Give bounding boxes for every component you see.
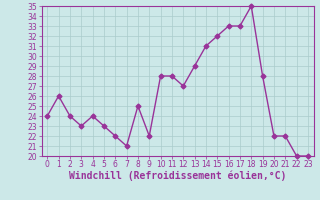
X-axis label: Windchill (Refroidissement éolien,°C): Windchill (Refroidissement éolien,°C) <box>69 171 286 181</box>
